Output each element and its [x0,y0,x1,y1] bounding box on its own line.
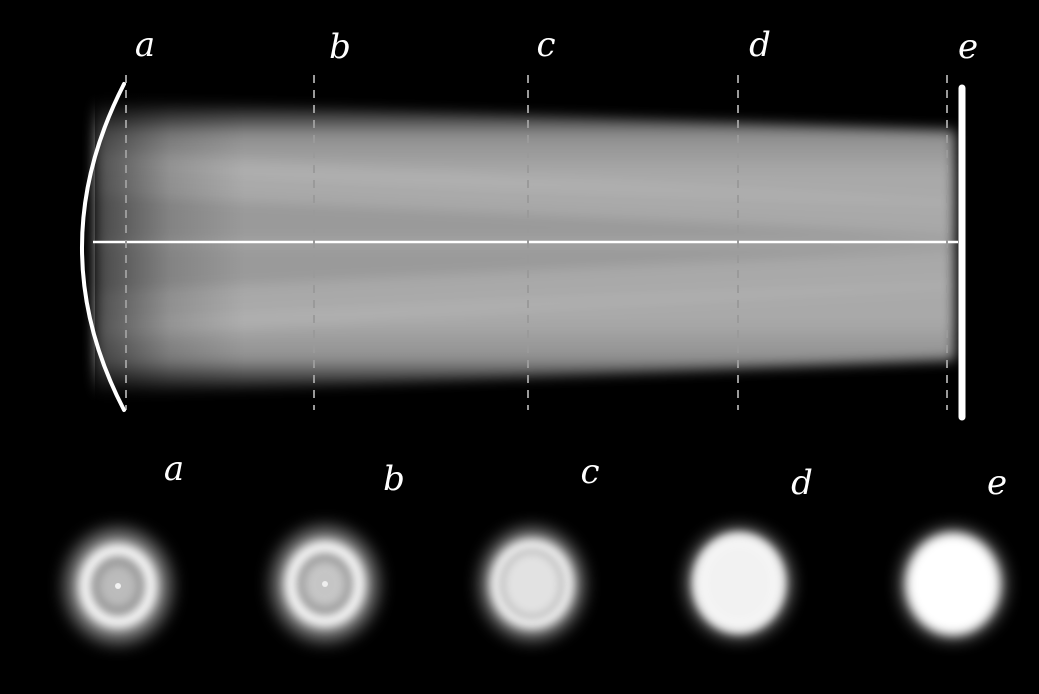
spot-label-a: a [164,449,184,489]
curved-mirror [80,82,126,412]
spot-label-c: c [580,452,599,492]
spot-c-core [502,551,562,617]
plane-markers [125,75,948,410]
plane-label-b: b [329,27,351,67]
spot-a-ring [79,544,157,628]
beam-edge-band-lower [95,282,955,340]
plane-label-d: d [749,25,771,65]
spot-label-b: b [383,459,405,499]
plane-label-a: a [135,25,155,65]
plane-labels: a b c d e [135,25,978,67]
beam-left-fade [95,90,395,410]
spot-e [903,531,1003,637]
spot-label-d: d [791,463,813,503]
spot-c [482,530,582,638]
spot-d-body [695,535,783,631]
spot-d [689,530,789,636]
plane-label-c: c [536,25,555,65]
plane-label-e: e [958,27,978,67]
spot-a [66,530,170,642]
spot-d-edge [696,536,782,630]
spot-b-center [322,581,328,587]
spot-label-e: e [987,463,1007,503]
spot-e-body [907,534,999,634]
spot-c-ring [491,540,573,628]
spot-labels: a b c d e [164,449,1007,503]
spot-a-center [115,583,121,589]
spot-b-ring [285,541,365,627]
spot-b [273,528,377,640]
